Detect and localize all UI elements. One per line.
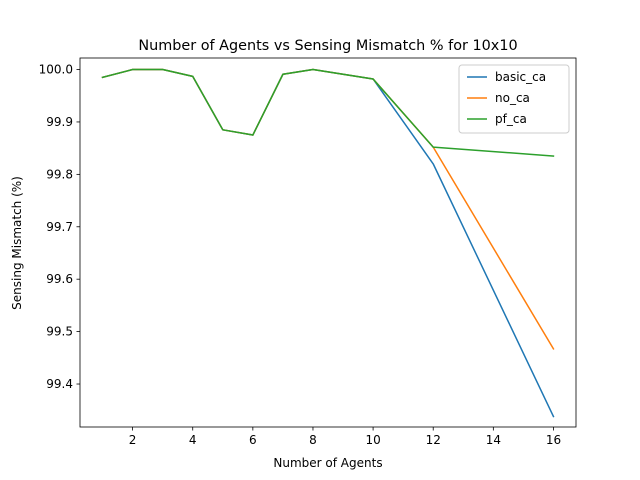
x-tick-label: 16 [546, 433, 561, 447]
x-axis-label: Number of Agents [273, 456, 382, 470]
chart-title: Number of Agents vs Sensing Mismatch % f… [138, 38, 517, 54]
legend-label-basic_ca: basic_ca [495, 70, 546, 84]
y-tick-label: 99.4 [46, 377, 73, 391]
x-tick-label: 4 [189, 433, 197, 447]
series-line-pf_ca [101, 68, 555, 157]
legend-box [458, 64, 570, 134]
x-tick-label: 10 [365, 433, 380, 447]
legend: basic_ca no_ca pf_ca [458, 64, 570, 134]
y-tick-label: 99.5 [46, 325, 73, 339]
y-axis-label: Sensing Mismatch (%) [10, 176, 24, 310]
y-tick-label: 99.6 [46, 272, 73, 286]
x-tick-label: 6 [249, 433, 257, 447]
y-tick-label: 99.8 [46, 167, 73, 181]
x-tick-label: 8 [309, 433, 317, 447]
y-tick-label: 99.7 [46, 220, 73, 234]
x-tick-label: 2 [129, 433, 137, 447]
legend-label-no_ca: no_ca [495, 91, 530, 105]
x-tick-label: 14 [486, 433, 501, 447]
axes-frame [79, 57, 577, 428]
y-tick-label: 100.0 [39, 63, 73, 77]
x-tick-label: 12 [426, 433, 441, 447]
plot-area: 2 4 6 8 10 12 14 16 99.4 99.5 99.6 99.7 99.8 99.9 100.… [39, 57, 577, 447]
y-tick-label: 99.9 [46, 115, 73, 129]
legend-label-pf_ca: pf_ca [495, 112, 527, 126]
